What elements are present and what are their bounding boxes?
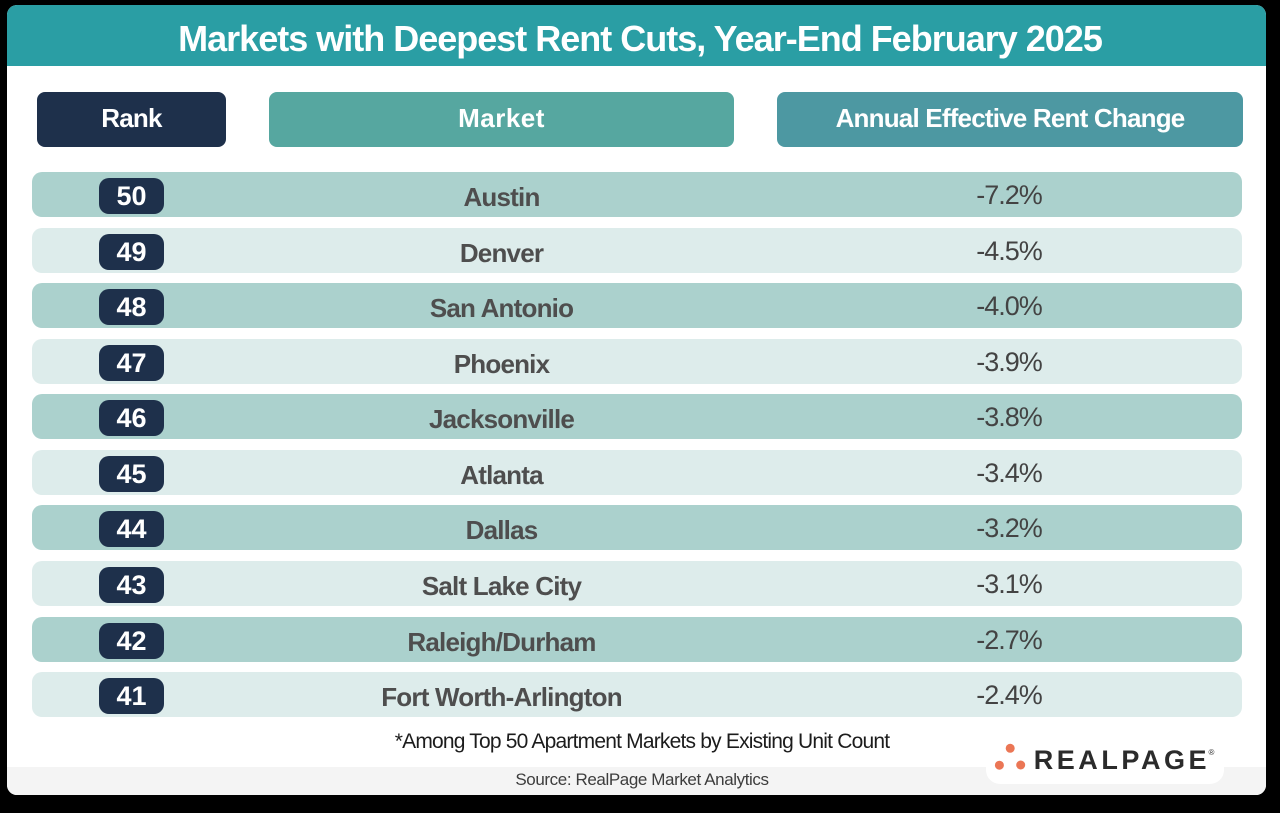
svg-text:REALPAGE: REALPAGE: [1034, 745, 1210, 775]
svg-text:®: ®: [1209, 748, 1215, 757]
